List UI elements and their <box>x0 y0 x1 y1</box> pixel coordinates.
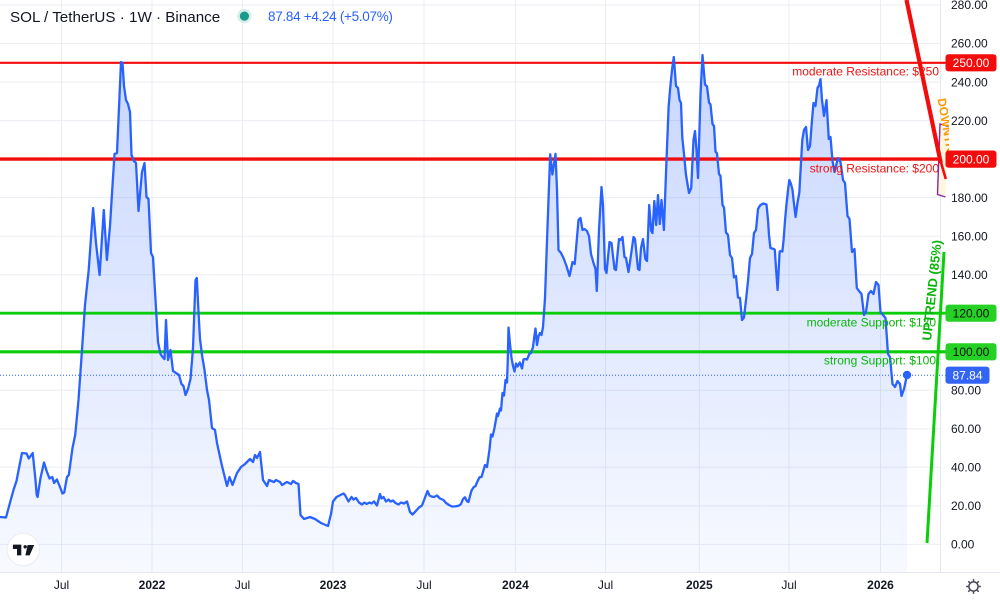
svg-text:Jul: Jul <box>235 578 250 592</box>
svg-text:Jul: Jul <box>416 578 431 592</box>
svg-text:Jul: Jul <box>598 578 613 592</box>
svg-text:2023: 2023 <box>320 578 347 592</box>
svg-text:Jul: Jul <box>54 578 69 592</box>
svg-text:87.84 +4.24 (+5.07%): 87.84 +4.24 (+5.07%) <box>268 9 393 24</box>
svg-text:140.00: 140.00 <box>951 268 988 282</box>
svg-text:SOL / TetherUS · 1W · Binance: SOL / TetherUS · 1W · Binance <box>10 9 220 26</box>
svg-text:120.00: 120.00 <box>953 307 990 321</box>
svg-text:strong Resistance: $200: strong Resistance: $200 <box>810 162 940 176</box>
svg-text:20.00: 20.00 <box>951 499 981 513</box>
svg-text:2022: 2022 <box>139 578 166 592</box>
svg-text:strong Support: $100: strong Support: $100 <box>824 354 936 368</box>
svg-text:moderate Resistance: $250: moderate Resistance: $250 <box>792 65 939 79</box>
svg-text:280.00: 280.00 <box>951 0 988 12</box>
svg-text:240.00: 240.00 <box>951 75 988 89</box>
svg-text:2026: 2026 <box>867 578 894 592</box>
svg-text:220.00: 220.00 <box>951 114 988 128</box>
svg-text:40.00: 40.00 <box>951 461 981 475</box>
svg-text:2024: 2024 <box>502 578 529 592</box>
svg-text:moderate Support: $120: moderate Support: $120 <box>807 316 937 330</box>
svg-text:2025: 2025 <box>686 578 713 592</box>
svg-text:200.00: 200.00 <box>953 152 990 166</box>
svg-text:0.00: 0.00 <box>951 538 975 552</box>
svg-text:260.00: 260.00 <box>951 37 988 51</box>
svg-text:160.00: 160.00 <box>951 229 988 243</box>
svg-text:180.00: 180.00 <box>951 191 988 205</box>
svg-text:250.00: 250.00 <box>953 56 990 70</box>
svg-text:Jul: Jul <box>781 578 796 592</box>
svg-text:60.00: 60.00 <box>951 422 981 436</box>
svg-text:87.84: 87.84 <box>952 369 982 383</box>
svg-text:80.00: 80.00 <box>951 384 981 398</box>
svg-text:100.00: 100.00 <box>953 345 990 359</box>
